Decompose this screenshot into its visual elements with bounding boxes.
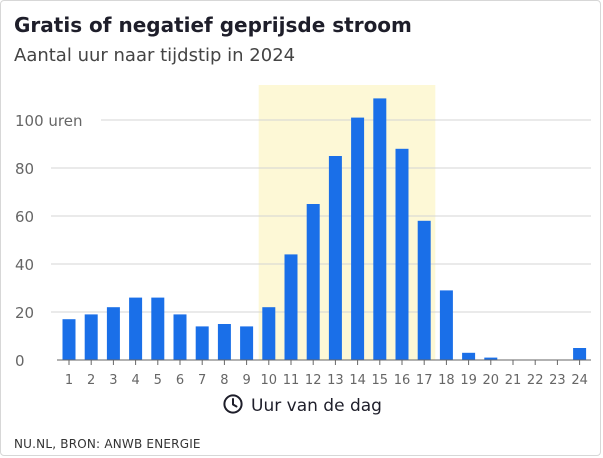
x-tick-label: 17 bbox=[416, 373, 433, 388]
bar-7 bbox=[195, 326, 209, 360]
x-tick-label: 20 bbox=[483, 373, 500, 388]
bar-17 bbox=[417, 220, 431, 360]
x-tick-label: 3 bbox=[109, 373, 117, 388]
y-tick-label: 60 bbox=[15, 208, 34, 226]
bar-13 bbox=[328, 156, 342, 360]
x-axis-title: Uur van de dag bbox=[1, 394, 600, 416]
bar-11 bbox=[284, 254, 298, 360]
bar-18 bbox=[439, 290, 453, 360]
bar-24 bbox=[573, 348, 587, 360]
bar-3 bbox=[106, 307, 120, 360]
x-tick-label: 19 bbox=[460, 373, 477, 388]
y-tick-label: 80 bbox=[15, 160, 34, 178]
x-tick-label: 13 bbox=[327, 373, 344, 388]
clock-icon bbox=[223, 394, 243, 414]
chart-subtitle: Aantal uur naar tijdstip in 2024 bbox=[14, 45, 296, 66]
x-tick-label: 23 bbox=[549, 373, 566, 388]
x-tick-label: 22 bbox=[527, 373, 544, 388]
y-tick-label: 0 bbox=[15, 352, 25, 370]
bar-1 bbox=[62, 319, 76, 360]
bar-9 bbox=[240, 326, 254, 360]
y-tick-label: 20 bbox=[15, 304, 34, 322]
x-tick-label: 14 bbox=[349, 373, 366, 388]
x-tick-label: 21 bbox=[505, 373, 522, 388]
bar-12 bbox=[306, 204, 320, 360]
x-tick-label: 1 bbox=[65, 373, 73, 388]
bar-20 bbox=[484, 357, 498, 360]
x-tick-label: 9 bbox=[242, 373, 250, 388]
x-tick-label: 5 bbox=[154, 373, 162, 388]
source-note: NU.NL, BRON: ANWB ENERGIE bbox=[14, 437, 201, 451]
bar-4 bbox=[129, 297, 143, 360]
x-tick-label: 11 bbox=[283, 373, 300, 388]
y-tick-label: 40 bbox=[15, 256, 34, 274]
x-tick-label: 12 bbox=[305, 373, 322, 388]
bar-5 bbox=[151, 297, 165, 360]
x-tick-label: 15 bbox=[372, 373, 389, 388]
x-tick-label: 8 bbox=[220, 373, 228, 388]
chart-title: Gratis of negatief geprijsde stroom bbox=[14, 13, 412, 37]
y-tick-label: 100 uren bbox=[15, 112, 82, 130]
bar-16 bbox=[395, 148, 409, 360]
bar-8 bbox=[217, 324, 231, 360]
bar-19 bbox=[462, 352, 476, 360]
x-tick-label: 2 bbox=[87, 373, 95, 388]
x-tick-label: 24 bbox=[571, 373, 588, 388]
x-tick-label: 6 bbox=[176, 373, 184, 388]
bar-2 bbox=[84, 314, 98, 360]
x-tick-label: 7 bbox=[198, 373, 206, 388]
x-tick-label: 10 bbox=[261, 373, 278, 388]
bar-15 bbox=[373, 98, 387, 361]
x-axis-label: Uur van de dag bbox=[251, 396, 382, 416]
bar-10 bbox=[262, 307, 276, 360]
x-tick-label: 18 bbox=[438, 373, 455, 388]
x-tick-label: 16 bbox=[394, 373, 411, 388]
bar-6 bbox=[173, 314, 187, 360]
bar-14 bbox=[351, 117, 365, 360]
x-tick-label: 4 bbox=[131, 373, 139, 388]
